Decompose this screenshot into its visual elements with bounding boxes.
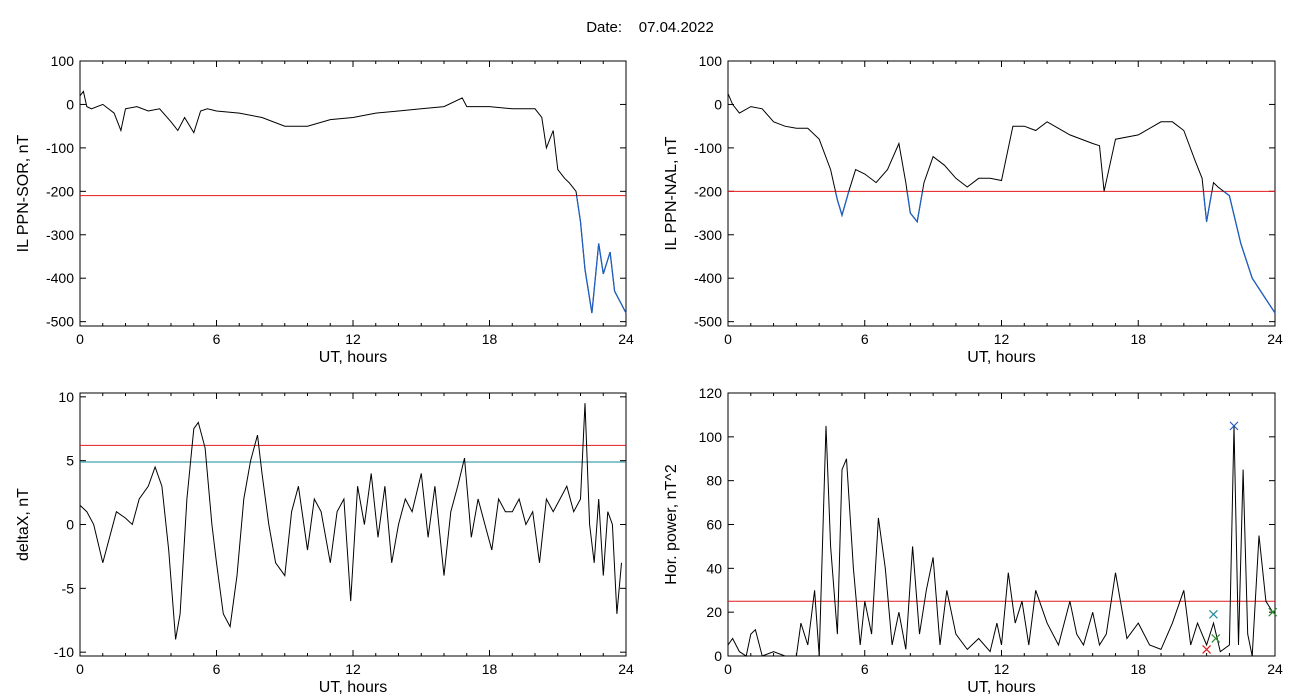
marker-x — [1209, 609, 1218, 619]
series-below-threshold — [906, 191, 924, 224]
x-axis-label: UT, hours — [967, 349, 1035, 366]
plot-frame — [727, 392, 1276, 657]
series-below-threshold — [1202, 191, 1213, 222]
y-axis-label: IL PPN-SOR, nT — [15, 134, 32, 252]
marker-stroke — [1268, 607, 1278, 617]
y-tick-label: 40 — [706, 560, 722, 576]
x-tick-label: 12 — [994, 661, 1010, 677]
y-tick-label: -100 — [694, 140, 722, 156]
y-tick-label: -400 — [46, 270, 74, 286]
x-tick-label: 0 — [76, 661, 84, 677]
chart-delta-x: 0 6 12 18 24 10 5 0 -5 -10 UT, hours deltaX, nT — [15, 389, 634, 696]
marker-x — [1268, 607, 1278, 617]
series-below-threshold — [575, 195, 627, 314]
plot-frame — [727, 60, 1276, 327]
x-axis-label: UT, hours — [967, 679, 1035, 696]
y-tick-label: 100 — [699, 53, 723, 69]
x-tick-label: 0 — [724, 331, 732, 347]
y-axis-label: deltaX, nT — [15, 488, 32, 561]
marker-stroke — [1202, 645, 1212, 654]
x-tick-label: 0 — [724, 661, 732, 677]
marker-x — [1211, 634, 1221, 643]
x-tick-label: 18 — [1130, 661, 1146, 677]
date-label: Date: — [586, 19, 623, 36]
marker-x — [1202, 645, 1212, 654]
y-axis-label: Hor. power, nT^2 — [663, 464, 680, 585]
x-tick-label: 12 — [994, 331, 1010, 347]
series-line — [79, 403, 622, 640]
x-tick-label: 24 — [618, 331, 634, 347]
x-tick-label: 18 — [1130, 331, 1146, 347]
series-line — [79, 90, 627, 314]
marker-stroke — [1229, 421, 1239, 431]
y-tick-label: -300 — [694, 227, 722, 243]
series-line — [727, 425, 1274, 657]
marker-stroke — [1211, 634, 1221, 643]
y-tick-label: 60 — [706, 517, 722, 533]
y-tick-label: 5 — [66, 453, 74, 469]
x-tick-label: 12 — [345, 661, 361, 677]
y-tick-label: -10 — [54, 644, 74, 660]
x-tick-label: 6 — [213, 331, 221, 347]
x-tick-label: 12 — [345, 331, 361, 347]
y-tick-label: 0 — [714, 96, 722, 112]
series-below-threshold — [834, 191, 850, 218]
y-tick-label: -300 — [46, 227, 74, 243]
marker-stroke — [1209, 609, 1218, 619]
y-tick-label: 10 — [58, 389, 74, 405]
y-tick-label: -500 — [694, 314, 722, 330]
date-title: Date: 07.04.2022 — [0, 19, 1300, 36]
series-line — [727, 93, 1276, 314]
chart-il-ppn-sor: 0 6 12 18 24 100 0 -100 -200 -300 -400 -500 UT, hour… — [15, 53, 634, 366]
y-tick-label: -400 — [694, 270, 722, 286]
y-tick-label: -500 — [46, 314, 74, 330]
y-tick-label: 0 — [714, 648, 722, 664]
marker-x — [1229, 421, 1239, 431]
y-tick-label: 0 — [66, 517, 74, 533]
x-tick-label: 6 — [861, 331, 869, 347]
x-tick-label: 24 — [1267, 331, 1283, 347]
plot-frame — [79, 60, 627, 327]
x-tick-label: 24 — [1267, 661, 1283, 677]
y-tick-label: 100 — [51, 53, 75, 69]
y-tick-label: 0 — [66, 96, 74, 112]
x-tick-label: 6 — [213, 661, 221, 677]
x-axis-label: UT, hours — [319, 679, 387, 696]
y-axis-label: IL PPN-NAL, nT — [663, 136, 680, 250]
x-tick-label: 18 — [482, 331, 498, 347]
x-tick-label: 18 — [482, 661, 498, 677]
y-tick-label: 120 — [699, 385, 723, 401]
y-tick-label: 100 — [699, 429, 723, 445]
x-tick-label: 24 — [618, 661, 634, 677]
y-tick-label: 80 — [706, 473, 722, 489]
series-below-threshold — [1223, 190, 1276, 314]
y-tick-label: -100 — [46, 140, 74, 156]
x-tick-label: 6 — [861, 661, 869, 677]
y-tick-label: -5 — [62, 580, 75, 596]
chart-hor-power: 0 6 12 18 24 0 20 40 60 80 100 120 UT, hours Hor. pow… — [663, 385, 1283, 696]
x-tick-label: 0 — [76, 331, 84, 347]
date-value: 07.04.2022 — [638, 19, 714, 36]
y-tick-label: -200 — [694, 183, 722, 199]
y-tick-label: 20 — [706, 604, 722, 620]
y-tick-label: -200 — [46, 183, 74, 199]
chart-il-ppn-nal: 0 6 12 18 24 100 0 -100 -200 -300 -400 -500 UT, hour… — [663, 53, 1283, 366]
x-axis-label: UT, hours — [319, 349, 387, 366]
